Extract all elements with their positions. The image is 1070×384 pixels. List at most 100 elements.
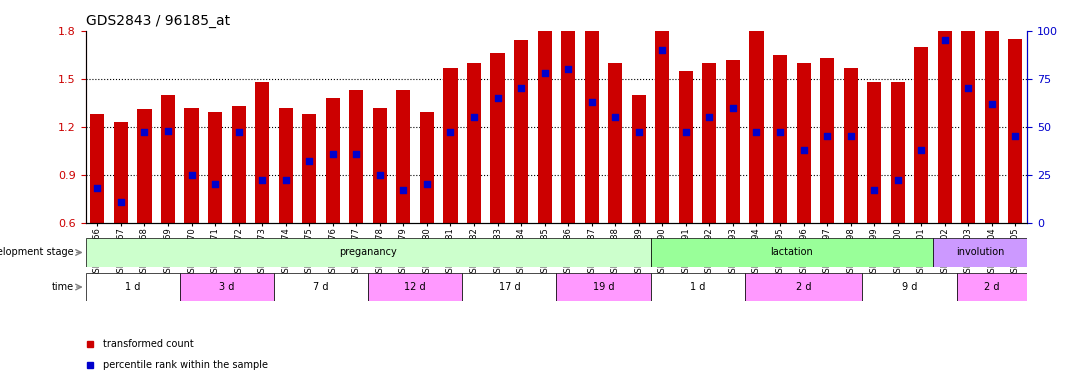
- Point: [536, 70, 553, 76]
- Bar: [325, 98, 340, 223]
- Bar: [820, 58, 835, 223]
- Bar: [372, 108, 387, 223]
- Point: [560, 66, 577, 72]
- Text: percentile rank within the sample: percentile rank within the sample: [103, 360, 268, 370]
- Point: [889, 177, 906, 184]
- Point: [277, 177, 294, 184]
- Text: GDS2843 / 96185_at: GDS2843 / 96185_at: [86, 14, 230, 28]
- Bar: [914, 47, 929, 223]
- Text: 7 d: 7 d: [314, 282, 328, 292]
- Bar: [796, 63, 811, 223]
- Point: [489, 95, 506, 101]
- Text: 19 d: 19 d: [593, 282, 614, 292]
- Point: [371, 172, 388, 178]
- Bar: [90, 114, 105, 223]
- Bar: [843, 68, 858, 223]
- Bar: [137, 109, 152, 223]
- Bar: [961, 2, 976, 223]
- Point: [654, 47, 671, 53]
- Text: lactation: lactation: [770, 247, 813, 258]
- Text: transformed count: transformed count: [103, 339, 194, 349]
- Bar: [208, 112, 223, 223]
- Bar: [396, 90, 411, 223]
- Bar: [467, 63, 482, 223]
- Text: 17 d: 17 d: [499, 282, 520, 292]
- Point: [960, 85, 977, 91]
- Bar: [631, 95, 646, 223]
- Text: 2 d: 2 d: [796, 282, 811, 292]
- FancyBboxPatch shape: [933, 238, 1027, 267]
- Point: [183, 172, 200, 178]
- FancyBboxPatch shape: [86, 238, 651, 267]
- Point: [748, 129, 765, 136]
- Text: 3 d: 3 d: [219, 282, 234, 292]
- Point: [795, 147, 812, 153]
- Text: time: time: [51, 282, 74, 292]
- Point: [983, 101, 1000, 107]
- Bar: [678, 71, 693, 223]
- Point: [842, 133, 859, 139]
- FancyBboxPatch shape: [368, 273, 462, 301]
- Text: involution: involution: [956, 247, 1005, 258]
- Bar: [302, 114, 317, 223]
- FancyBboxPatch shape: [862, 273, 957, 301]
- Bar: [113, 122, 128, 223]
- Bar: [349, 90, 364, 223]
- Point: [418, 181, 435, 187]
- Bar: [1008, 39, 1023, 223]
- Text: preganancy: preganancy: [339, 247, 397, 258]
- Bar: [561, 12, 576, 223]
- Point: [771, 129, 789, 136]
- Point: [324, 151, 341, 157]
- Point: [630, 129, 647, 136]
- Bar: [419, 112, 434, 223]
- Bar: [749, 31, 764, 223]
- Point: [159, 127, 177, 134]
- FancyBboxPatch shape: [957, 273, 1027, 301]
- Point: [913, 147, 930, 153]
- Bar: [773, 55, 788, 223]
- Point: [819, 133, 836, 139]
- FancyBboxPatch shape: [745, 273, 862, 301]
- Point: [583, 99, 600, 105]
- Bar: [514, 40, 529, 223]
- Point: [677, 129, 694, 136]
- Point: [207, 181, 224, 187]
- Point: [301, 158, 318, 164]
- Point: [866, 187, 883, 193]
- Point: [230, 129, 247, 136]
- FancyBboxPatch shape: [86, 273, 180, 301]
- Text: 1 d: 1 d: [125, 282, 140, 292]
- FancyBboxPatch shape: [556, 273, 651, 301]
- Bar: [231, 106, 246, 223]
- Bar: [937, 0, 952, 223]
- Text: 12 d: 12 d: [404, 282, 426, 292]
- FancyBboxPatch shape: [651, 238, 933, 267]
- Bar: [584, 31, 599, 223]
- Bar: [702, 63, 717, 223]
- Point: [936, 37, 953, 43]
- Text: 9 d: 9 d: [902, 282, 917, 292]
- Point: [465, 114, 483, 120]
- Bar: [184, 108, 199, 223]
- Point: [254, 177, 271, 184]
- Bar: [490, 53, 505, 223]
- Point: [395, 187, 412, 193]
- Point: [348, 151, 365, 157]
- Point: [136, 129, 153, 136]
- Bar: [255, 82, 270, 223]
- Bar: [984, 31, 999, 223]
- FancyBboxPatch shape: [274, 273, 368, 301]
- Text: 2 d: 2 d: [984, 282, 999, 292]
- FancyBboxPatch shape: [651, 273, 745, 301]
- Text: 1 d: 1 d: [690, 282, 705, 292]
- Bar: [608, 63, 623, 223]
- Bar: [890, 82, 905, 223]
- Point: [701, 114, 718, 120]
- Bar: [278, 108, 293, 223]
- Point: [513, 85, 530, 91]
- Point: [89, 185, 106, 191]
- Point: [112, 199, 129, 205]
- Bar: [725, 60, 740, 223]
- Point: [1007, 133, 1024, 139]
